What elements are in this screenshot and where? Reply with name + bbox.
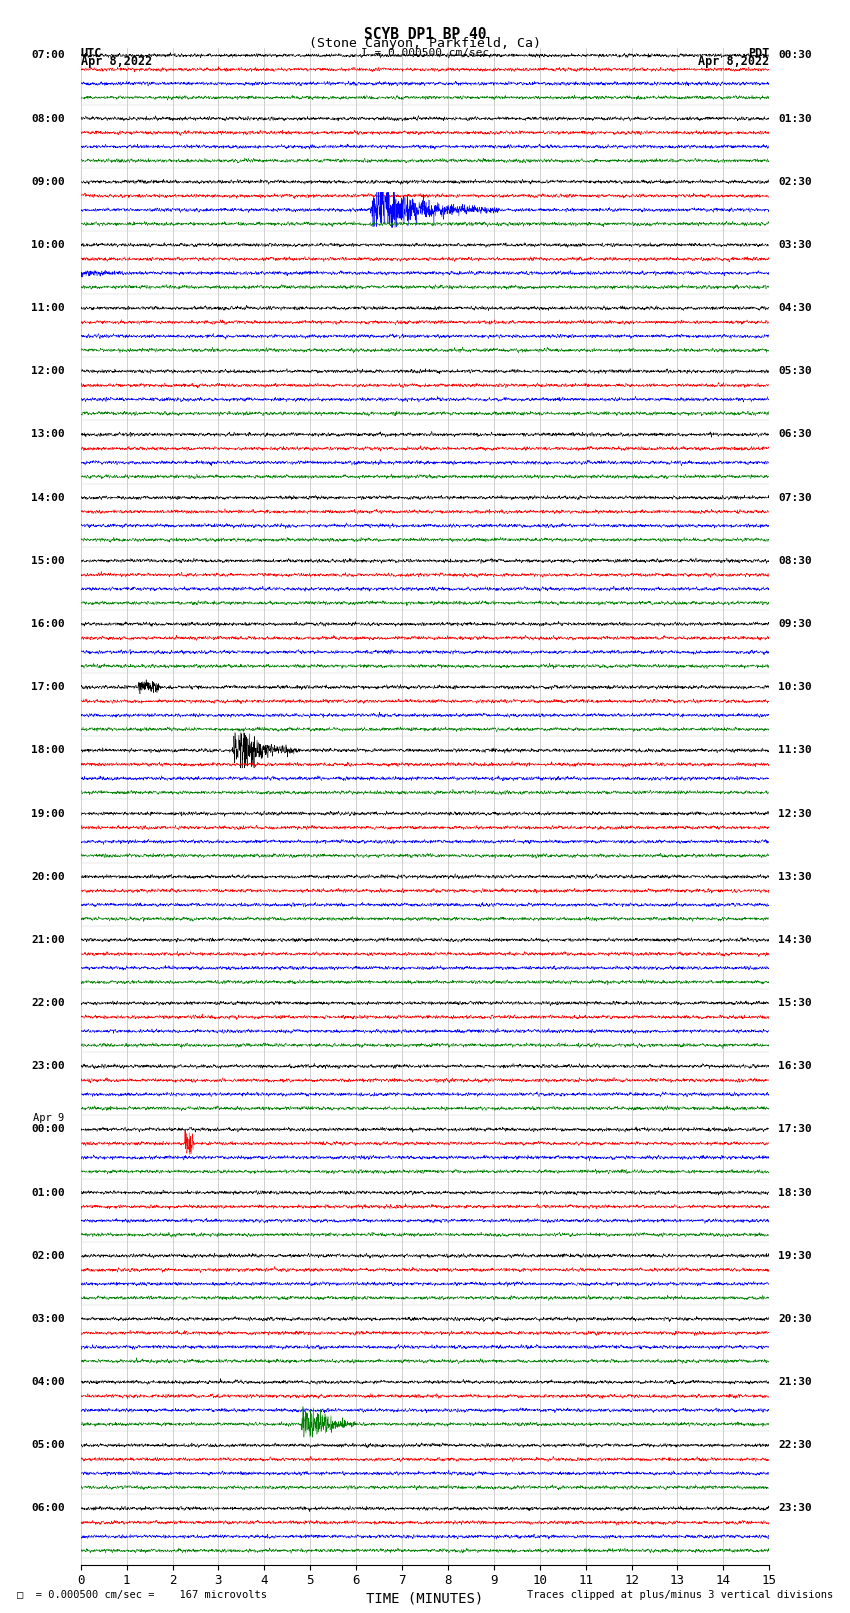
Text: 17:00: 17:00	[31, 682, 65, 692]
Text: 00:30: 00:30	[779, 50, 813, 60]
Text: 16:00: 16:00	[31, 619, 65, 629]
Text: 23:30: 23:30	[779, 1503, 813, 1513]
Text: 13:30: 13:30	[779, 871, 813, 882]
Text: 23:00: 23:00	[31, 1061, 65, 1071]
Text: 06:00: 06:00	[31, 1503, 65, 1513]
Text: (Stone Canyon, Parkfield, Ca): (Stone Canyon, Parkfield, Ca)	[309, 37, 541, 50]
Text: Apr 9: Apr 9	[33, 1113, 65, 1123]
Text: 08:30: 08:30	[779, 556, 813, 566]
Text: 09:00: 09:00	[31, 177, 65, 187]
Text: 20:00: 20:00	[31, 871, 65, 882]
Text: 06:30: 06:30	[779, 429, 813, 439]
Text: UTC: UTC	[81, 47, 102, 60]
Text: 20:30: 20:30	[779, 1315, 813, 1324]
Text: 13:00: 13:00	[31, 429, 65, 439]
Text: 22:30: 22:30	[779, 1440, 813, 1450]
Text: 07:00: 07:00	[31, 50, 65, 60]
Text: Apr 8,2022: Apr 8,2022	[81, 55, 152, 68]
Text: 02:00: 02:00	[31, 1250, 65, 1261]
Text: 19:30: 19:30	[779, 1250, 813, 1261]
Text: 03:30: 03:30	[779, 240, 813, 250]
Text: 10:00: 10:00	[31, 240, 65, 250]
Text: PDT: PDT	[748, 47, 769, 60]
Text: 09:30: 09:30	[779, 619, 813, 629]
Text: 03:00: 03:00	[31, 1315, 65, 1324]
Text: 08:00: 08:00	[31, 113, 65, 124]
Text: 01:30: 01:30	[779, 113, 813, 124]
Text: 22:00: 22:00	[31, 998, 65, 1008]
Text: 11:30: 11:30	[779, 745, 813, 755]
Text: 00:00: 00:00	[31, 1124, 65, 1134]
Text: 05:30: 05:30	[779, 366, 813, 376]
Text: 21:00: 21:00	[31, 936, 65, 945]
Text: 19:00: 19:00	[31, 808, 65, 818]
Text: 14:30: 14:30	[779, 936, 813, 945]
Text: 04:00: 04:00	[31, 1378, 65, 1387]
Text: □  = 0.000500 cm/sec =    167 microvolts: □ = 0.000500 cm/sec = 167 microvolts	[17, 1590, 267, 1600]
Text: 01:00: 01:00	[31, 1187, 65, 1197]
Text: 14:00: 14:00	[31, 492, 65, 503]
Text: 12:00: 12:00	[31, 366, 65, 376]
Text: 07:30: 07:30	[779, 492, 813, 503]
Text: SCYB DP1 BP 40: SCYB DP1 BP 40	[364, 27, 486, 42]
Text: 21:30: 21:30	[779, 1378, 813, 1387]
Text: 02:30: 02:30	[779, 177, 813, 187]
Text: 11:00: 11:00	[31, 303, 65, 313]
Text: 12:30: 12:30	[779, 808, 813, 818]
Text: I = 0.000500 cm/sec: I = 0.000500 cm/sec	[361, 48, 489, 58]
Text: 17:30: 17:30	[779, 1124, 813, 1134]
Text: Apr 8,2022: Apr 8,2022	[698, 55, 769, 68]
Text: 15:00: 15:00	[31, 556, 65, 566]
Text: 15:30: 15:30	[779, 998, 813, 1008]
Text: 18:00: 18:00	[31, 745, 65, 755]
X-axis label: TIME (MINUTES): TIME (MINUTES)	[366, 1592, 484, 1605]
Text: 04:30: 04:30	[779, 303, 813, 313]
Text: 05:00: 05:00	[31, 1440, 65, 1450]
Text: 16:30: 16:30	[779, 1061, 813, 1071]
Text: 18:30: 18:30	[779, 1187, 813, 1197]
Text: Traces clipped at plus/minus 3 vertical divisions: Traces clipped at plus/minus 3 vertical …	[527, 1590, 833, 1600]
Text: 10:30: 10:30	[779, 682, 813, 692]
